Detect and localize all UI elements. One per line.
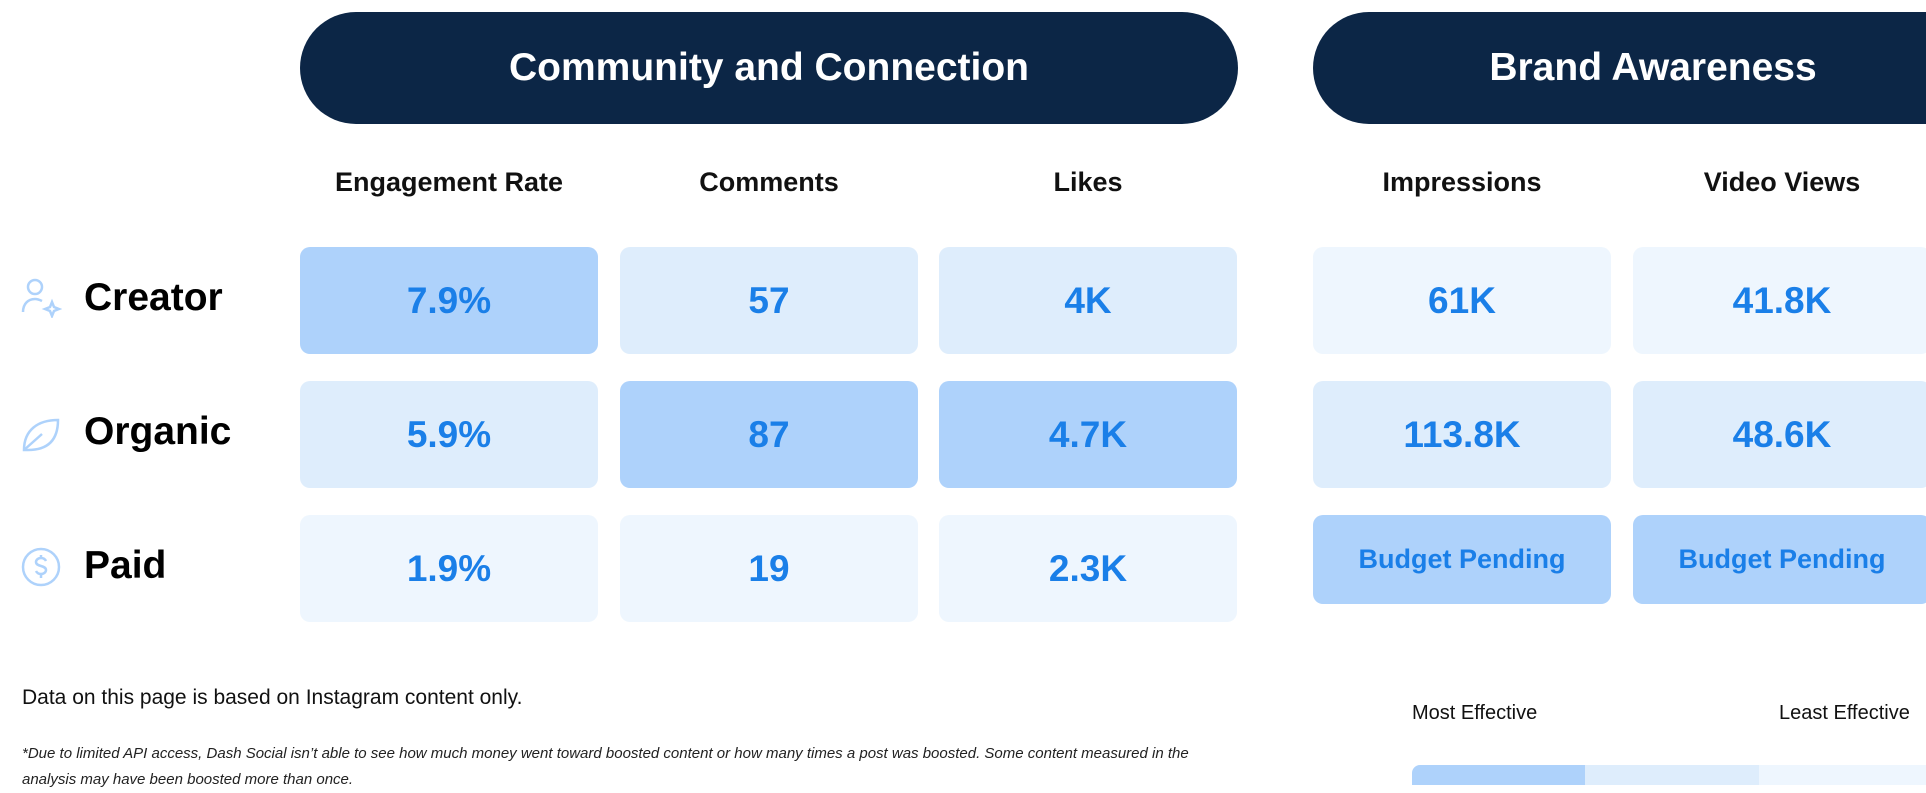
- row-label: Creator: [84, 276, 223, 319]
- row-label: Organic: [84, 410, 232, 453]
- legend-swatch: [1585, 765, 1759, 785]
- value-cell: Budget Pending: [1313, 515, 1611, 604]
- value-cell: 4K: [939, 247, 1237, 354]
- value-cell: 2.3K: [939, 515, 1237, 622]
- legend-high: Most Effective: [1412, 702, 1538, 724]
- organic-icon: [22, 418, 60, 452]
- value-cell: 19: [620, 515, 918, 622]
- group-header: Community and Connection: [300, 12, 1238, 124]
- column-header: Impressions: [1382, 167, 1542, 197]
- paid-icon: [21, 547, 61, 587]
- value-cell: 57: [620, 247, 918, 354]
- legend-swatch: [1759, 765, 1926, 785]
- column-header: Likes: [1053, 167, 1123, 197]
- footnote: *Due to limited API access, Dash Social …: [22, 745, 1189, 788]
- value-cell: 48.6K: [1633, 381, 1926, 488]
- value-cell: 4.7K: [939, 381, 1237, 488]
- note: Data on this page is based on Instagram …: [22, 686, 523, 709]
- value-cell: Budget Pending: [1633, 515, 1926, 604]
- column-header: Engagement Rate: [334, 167, 564, 197]
- legend-swatch: [1412, 765, 1585, 785]
- column-header: Comments: [699, 167, 839, 197]
- value-cell: 113.8K: [1313, 381, 1611, 488]
- value-cell: 5.9%: [300, 381, 598, 488]
- group-header: Brand Awareness: [1313, 12, 1926, 124]
- value-cell: 1.9%: [300, 515, 598, 622]
- value-cell: 7.9%: [300, 247, 598, 354]
- legend-low: Least Effective: [1779, 702, 1910, 724]
- value-cell: 41.8K: [1633, 247, 1926, 354]
- creator-icon: [21, 278, 62, 318]
- value-cell: 87: [620, 381, 918, 488]
- row-label: Paid: [84, 544, 167, 587]
- value-cell: 61K: [1313, 247, 1611, 354]
- column-header: Video Views: [1703, 167, 1861, 197]
